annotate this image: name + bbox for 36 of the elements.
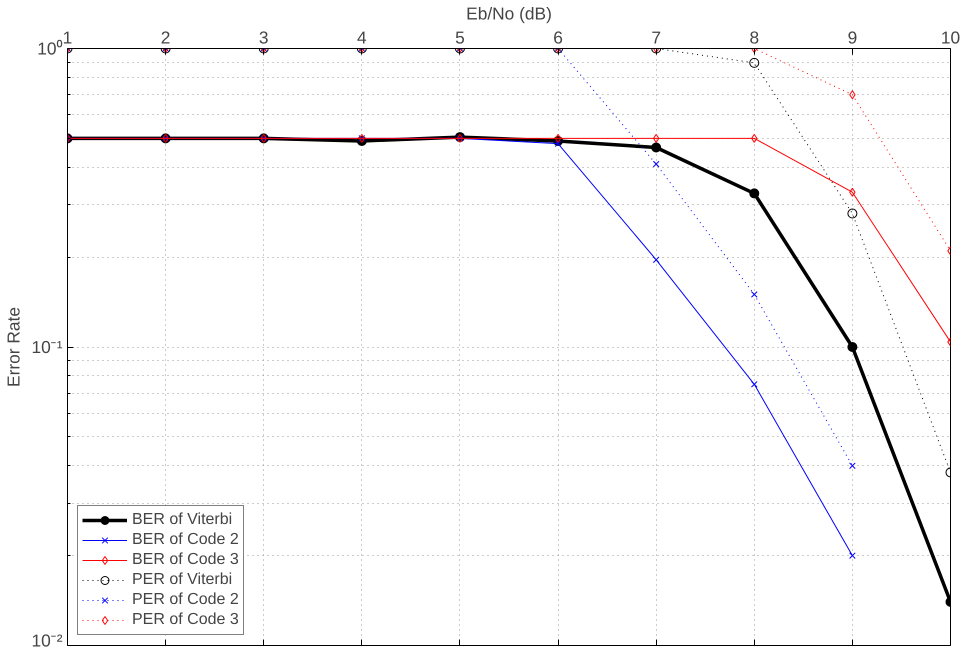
point (750, 291, 758, 298)
point (652, 256, 660, 264)
x-tick-label: 9 (848, 28, 858, 48)
y-tick-label: 10⁻² (31, 630, 63, 650)
y-tick-label: 10⁻¹ (31, 337, 63, 357)
point (554, 140, 562, 147)
point (750, 380, 758, 388)
x-tick-label: 5 (455, 28, 465, 48)
point (849, 188, 856, 197)
legend-label: BER of Code 3 (132, 551, 239, 569)
legend-label: PER of Code 3 (132, 611, 239, 629)
x-tick-label: 8 (749, 28, 760, 48)
point (849, 462, 856, 470)
x-axis-title: Eb/No (dB) (466, 4, 552, 24)
point (749, 58, 760, 68)
x-tick-label: 1 (62, 28, 72, 48)
point (847, 208, 858, 219)
point (849, 552, 856, 559)
x-tick-label: 4 (357, 28, 368, 48)
point (749, 188, 760, 198)
y-axis-title: Error Rate (3, 307, 24, 387)
x-tick-label: 3 (258, 28, 269, 48)
legend-label: BER of Viterbi (132, 511, 232, 529)
x-tick-label: 7 (651, 28, 661, 48)
x-tick-label: 10 (940, 28, 960, 48)
legend-label: PER of Viterbi (132, 571, 232, 589)
point (652, 160, 660, 168)
point (849, 90, 856, 100)
point (651, 142, 662, 152)
x-tick-label: 6 (553, 28, 563, 48)
x-tick-label: 2 (160, 28, 170, 48)
point (847, 342, 858, 352)
legend-label: BER of Code 2 (132, 531, 239, 549)
y-tick-label: 10⁰ (37, 38, 63, 58)
point (554, 134, 562, 143)
legend-label: PER of Code 2 (132, 591, 239, 609)
